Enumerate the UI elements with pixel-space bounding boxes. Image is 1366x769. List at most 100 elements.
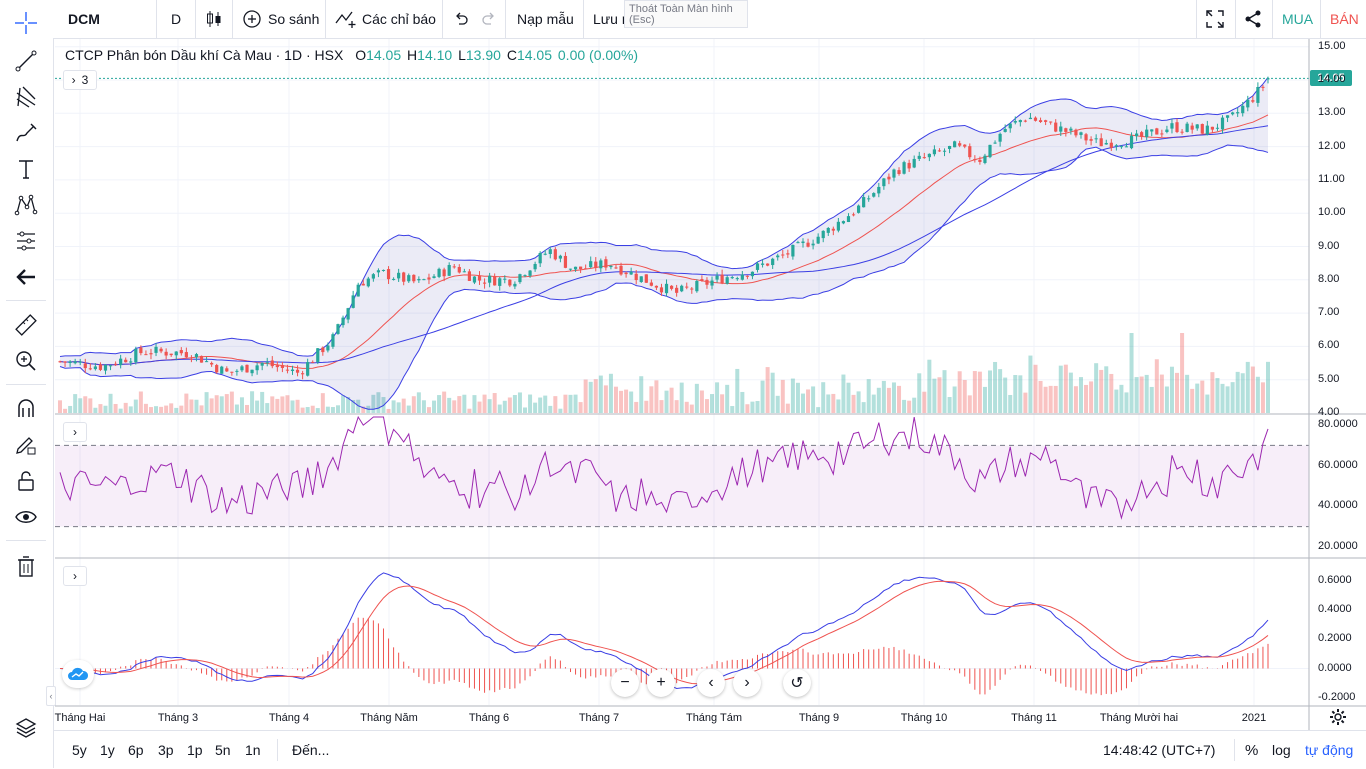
candle-body [1008, 123, 1012, 129]
delete-drawings-tool[interactable] [10, 552, 42, 582]
scroll-left-button[interactable]: ‹ [697, 669, 725, 697]
prediction-tool[interactable] [10, 226, 42, 256]
scroll-right-button[interactable]: › [733, 669, 761, 697]
volume-bar [275, 398, 280, 413]
magnet-tool[interactable] [10, 394, 42, 424]
range-button-1p[interactable]: 1p [187, 742, 203, 758]
volume-bar [83, 396, 88, 413]
interval-button[interactable]: D [171, 0, 181, 38]
candle-body [993, 142, 997, 144]
volume-bar [639, 376, 644, 413]
volume-bar [760, 380, 765, 413]
volume-bar [568, 394, 573, 413]
pattern-tool[interactable] [10, 190, 42, 220]
indicators-toggle[interactable]: › 3 [63, 70, 97, 90]
tradingview-logo[interactable] [62, 660, 94, 688]
volume-bar [457, 396, 462, 413]
volume-bar [689, 404, 694, 413]
volume-bar [143, 403, 148, 413]
candle-body [1241, 105, 1245, 114]
brush-tool[interactable] [10, 118, 42, 148]
tooltip-text: Thoát Toàn Màn hình [629, 3, 733, 15]
candle-body [1069, 128, 1073, 131]
volume-bar [442, 391, 447, 413]
volume-bar [624, 389, 629, 413]
zoom-in-button[interactable]: + [647, 669, 675, 697]
macd-pane-toggle[interactable]: › [63, 566, 87, 586]
range-button-3p[interactable]: 3p [158, 742, 174, 758]
candle-body [63, 361, 67, 363]
candle-body [766, 263, 770, 266]
candle-body [78, 361, 82, 363]
candle-body [508, 279, 512, 286]
candle-body [750, 271, 755, 277]
toolbar-divider [195, 0, 196, 38]
rsi-pane-toggle[interactable]: › [63, 422, 87, 442]
candle-body [937, 150, 942, 152]
symbol-search[interactable]: DCM [68, 0, 100, 38]
volume-bar [649, 386, 654, 413]
candle-body [503, 278, 507, 280]
remove-drawings-tool[interactable] [10, 262, 42, 292]
undo-icon [456, 12, 468, 25]
share-button[interactable] [1243, 0, 1263, 38]
volume-bar [88, 398, 93, 413]
fib-tool[interactable] [10, 82, 42, 112]
undo-button[interactable] [452, 0, 470, 38]
candle-body [295, 369, 300, 373]
trendline-tool[interactable] [10, 46, 42, 76]
volume-bar [310, 405, 315, 413]
range-button-1y[interactable]: 1y [100, 742, 115, 758]
toolbar-collapse-handle[interactable]: ‹ [46, 686, 56, 706]
indicators-button[interactable]: Các chỉ báo [335, 0, 436, 38]
chart-style-button[interactable] [204, 0, 224, 38]
redo-button[interactable] [480, 0, 498, 38]
text-tool[interactable] [10, 154, 42, 184]
auto-scale-button[interactable]: tự động [1305, 731, 1353, 769]
open-value: 14.05 [366, 47, 402, 63]
clock[interactable]: 14:48:42 (UTC+7) [1103, 731, 1215, 769]
stay-drawing-tool[interactable] [10, 430, 42, 460]
volume-bar [543, 395, 548, 413]
percent-scale-button[interactable]: % [1245, 731, 1258, 769]
candle-body [321, 347, 325, 353]
fullscreen-button[interactable] [1205, 0, 1225, 38]
volume-bar [295, 399, 300, 413]
sell-button[interactable]: BÁN [1330, 0, 1359, 38]
candle-body [589, 261, 593, 268]
crosshair-tool[interactable] [10, 8, 42, 38]
volume-bar [816, 407, 821, 413]
range-button-5n[interactable]: 5n [215, 742, 231, 758]
lock-drawings-tool[interactable] [10, 466, 42, 496]
volume-bar [467, 408, 472, 413]
candle-body [402, 272, 406, 282]
volume-bar [270, 396, 275, 413]
zoom-tool[interactable] [10, 346, 42, 376]
buy-button[interactable]: MUA [1282, 0, 1313, 38]
goto-date-button[interactable]: Đến... [292, 731, 329, 769]
volume-bar [745, 404, 750, 413]
chart-settings-button[interactable] [1326, 706, 1350, 728]
range-button-5y[interactable]: 5y [72, 742, 87, 758]
candle-body [907, 162, 911, 169]
symbol-title: CTCP Phân bón Dầu khí Cà Mau · 1D · HSX [65, 47, 344, 63]
close-value: 14.05 [516, 47, 552, 63]
candle-body [568, 268, 573, 270]
time-axis-label: Tháng 9 [798, 712, 840, 724]
volume-bar [1159, 374, 1164, 413]
compare-button[interactable]: So sánh [242, 0, 319, 38]
candle-body [452, 266, 456, 268]
volume-bar [932, 378, 937, 413]
load-template-button[interactable]: Nạp mẫu [517, 0, 574, 38]
hide-drawings-tool[interactable] [10, 502, 42, 532]
reset-chart-button[interactable]: ↺ [783, 669, 811, 697]
zoom-out-button[interactable]: − [611, 669, 639, 697]
measure-tool[interactable] [10, 310, 42, 340]
range-button-1n[interactable]: 1n [245, 742, 261, 758]
volume-bar [1235, 371, 1240, 413]
range-button-6p[interactable]: 6p [128, 742, 144, 758]
object-tree-button[interactable] [10, 713, 42, 743]
chevron-right-icon: › [71, 73, 76, 87]
log-scale-button[interactable]: log [1272, 731, 1291, 769]
